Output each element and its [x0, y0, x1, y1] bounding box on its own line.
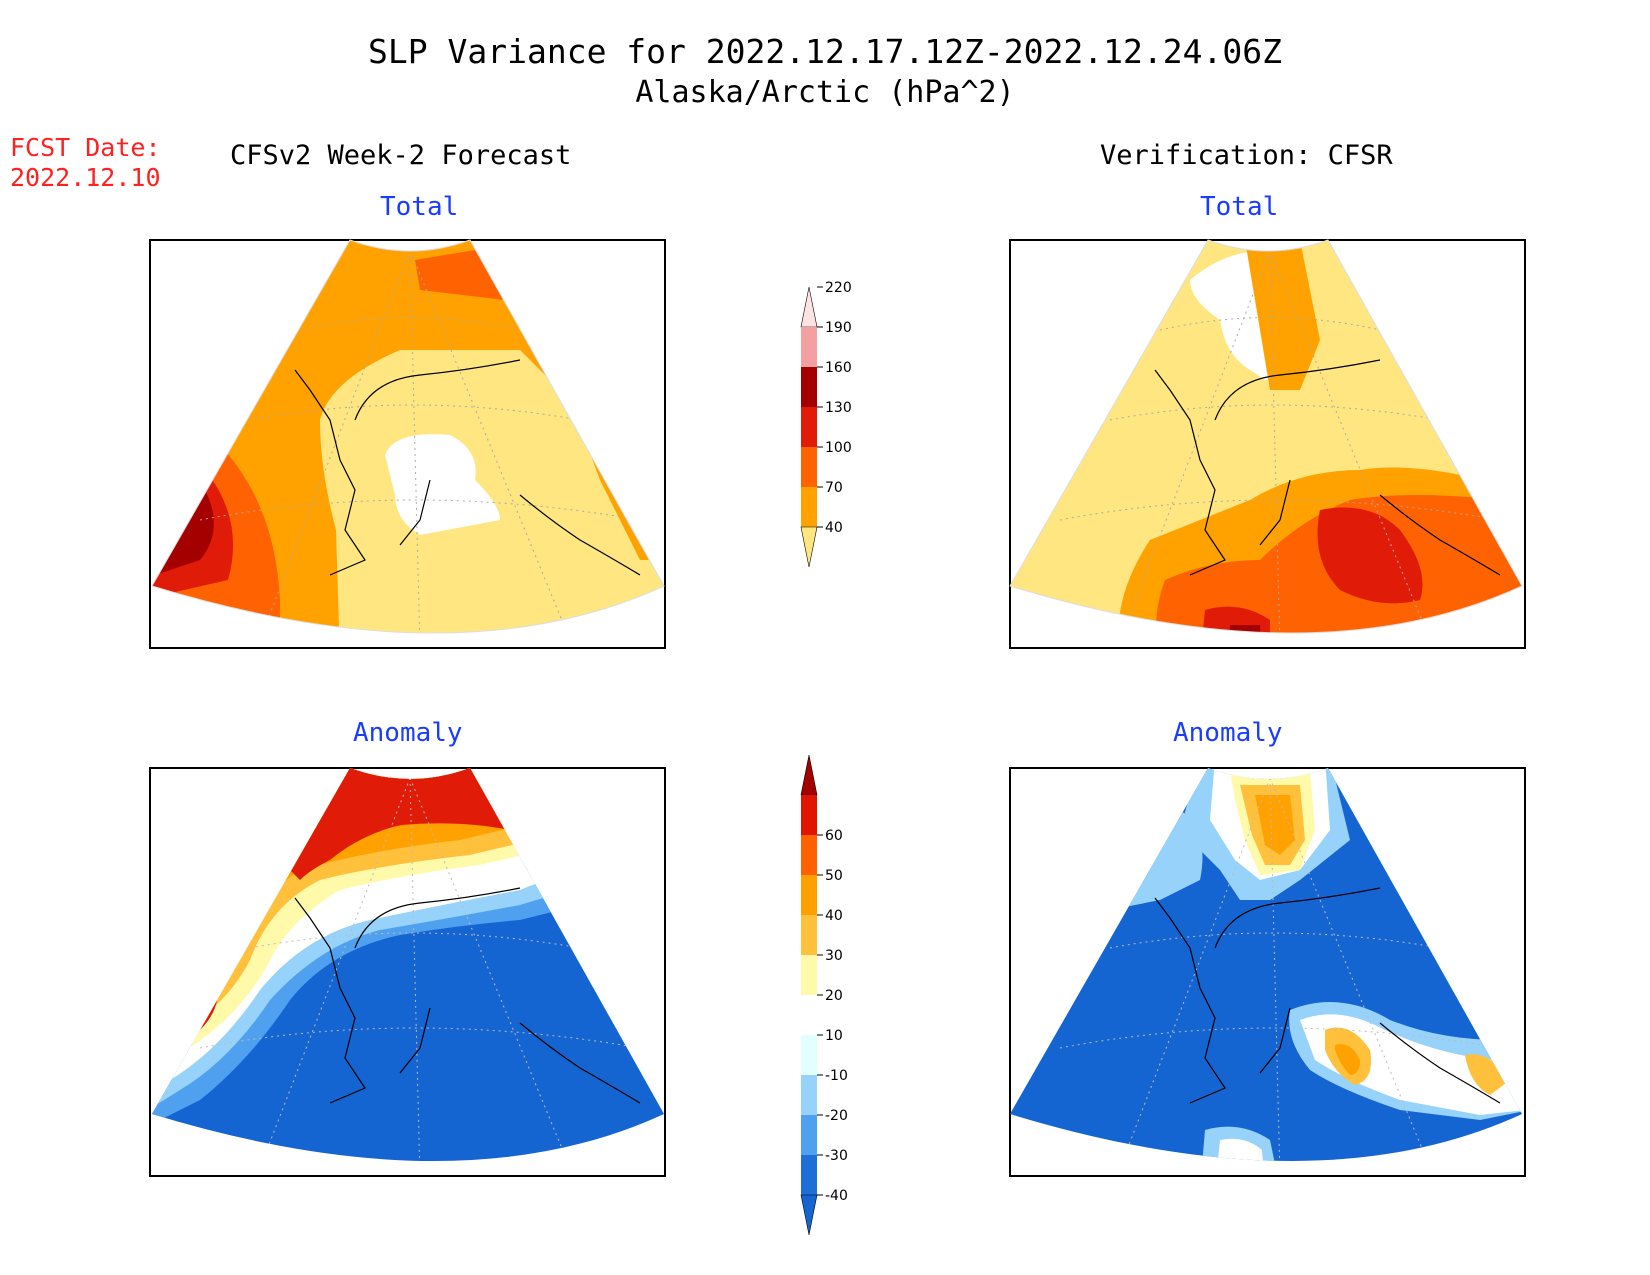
- field-20-30-far-east: [1465, 1054, 1510, 1095]
- colorbar-tick-label: 20: [825, 988, 843, 1004]
- colorbar-top-triangle: [800, 286, 818, 328]
- field-70-100-north: [1245, 240, 1320, 390]
- colorbar-tick-label: -10: [825, 1068, 848, 1084]
- colorbar-tick-label: 10: [825, 1028, 843, 1044]
- colorbar-bottom-triangle: [800, 1194, 818, 1236]
- field-30-40-east: [1335, 1044, 1360, 1075]
- colorbar-tick-label: 40: [825, 520, 843, 536]
- colorbar-swatch: [801, 795, 817, 835]
- forecast-anomaly-label: Anomaly: [353, 718, 463, 748]
- colorbar-tick-label: -30: [825, 1148, 848, 1164]
- colorbar-tick-label: 70: [825, 480, 843, 496]
- colorbar-tick-label: 50: [825, 868, 843, 884]
- colorbar-tick-label: 60: [825, 828, 843, 844]
- coastline: [294, 359, 641, 576]
- total-colorbar: 40 70 100 130 160 190 220: [800, 280, 852, 568]
- colorbar-swatch: [801, 875, 817, 915]
- colorbar-swatch: [801, 1115, 817, 1155]
- field-40-70: [320, 350, 664, 633]
- colorbar-swatch: [801, 367, 817, 407]
- field-130-160-east: [1317, 507, 1423, 604]
- colorbar-swatch: [801, 407, 817, 447]
- colorbar-tick-label: -40: [825, 1188, 848, 1204]
- coastline: [1154, 359, 1501, 576]
- colorbar-swatch: [801, 955, 817, 995]
- map-subtitle: Alaska/Arctic (hPa^2): [635, 75, 1015, 110]
- colorbar-tick-label: -20: [825, 1108, 848, 1124]
- graticule: [1059, 249, 1501, 633]
- colorbar-swatch: [801, 447, 817, 487]
- colorbar-swatch: [801, 1035, 817, 1075]
- colorbar-top-triangle: [800, 754, 818, 796]
- colorbar-swatch: [801, 1155, 817, 1195]
- map-edge: [1009, 239, 1523, 634]
- verification-anomaly-label: Anomaly: [1173, 718, 1283, 748]
- forecast-date-block: FCST Date: 2022.12.10: [10, 133, 161, 193]
- forecast-total-map: [149, 239, 666, 649]
- forecast-date-label: FCST Date:: [10, 133, 161, 162]
- coastline: [294, 887, 641, 1104]
- colorbar-tick-label: 40: [825, 908, 843, 924]
- colorbar-tick-label: 190: [825, 320, 852, 336]
- field-50-60-north: [290, 768, 520, 880]
- colorbar-swatch: [801, 995, 817, 1035]
- colorbar-tick-label: 130: [825, 400, 852, 416]
- field-30-40-north: [1255, 795, 1295, 855]
- map-title: SLP Variance for 2022.12.17.12Z-2022.12.…: [368, 32, 1282, 71]
- verification-column-title: Verification: CFSR: [1100, 140, 1393, 171]
- coastline: [1154, 887, 1501, 1104]
- field-130-160-south: [1200, 606, 1270, 633]
- colorbar-tick-label: 30: [825, 948, 843, 964]
- verification-total-map: [1009, 239, 1526, 649]
- graticule: [199, 777, 641, 1161]
- colorbar-bottom-triangle: [800, 526, 818, 568]
- colorbar-swatch: [801, 327, 817, 367]
- colorbar-swatch: [801, 835, 817, 875]
- forecast-date-value: 2022.12.10: [10, 163, 161, 192]
- colorbar-tick-label: 100: [825, 440, 852, 456]
- forecast-total-label: Total: [380, 192, 459, 222]
- verification-total-label: Total: [1200, 192, 1279, 222]
- forecast-anomaly-map: [149, 767, 666, 1177]
- colorbar-tick-label: 220: [825, 280, 852, 296]
- field-near-zero-south: [1215, 1138, 1265, 1161]
- forecast-column-title: CFSv2 Week-2 Forecast: [230, 140, 572, 171]
- anomaly-colorbar: -40 -30 -20 -10 10 20 30 40 50 60: [800, 754, 848, 1236]
- map-edge: [151, 239, 665, 634]
- colorbar-swatch: [801, 487, 817, 527]
- colorbar-swatch: [801, 1075, 817, 1115]
- colorbar-swatch: [801, 915, 817, 955]
- colorbar-tick-label: 160: [825, 360, 852, 376]
- graticule: [1059, 777, 1501, 1161]
- verification-anomaly-map: [1009, 767, 1526, 1177]
- field-below-40: [385, 434, 500, 535]
- graticule: [199, 249, 641, 633]
